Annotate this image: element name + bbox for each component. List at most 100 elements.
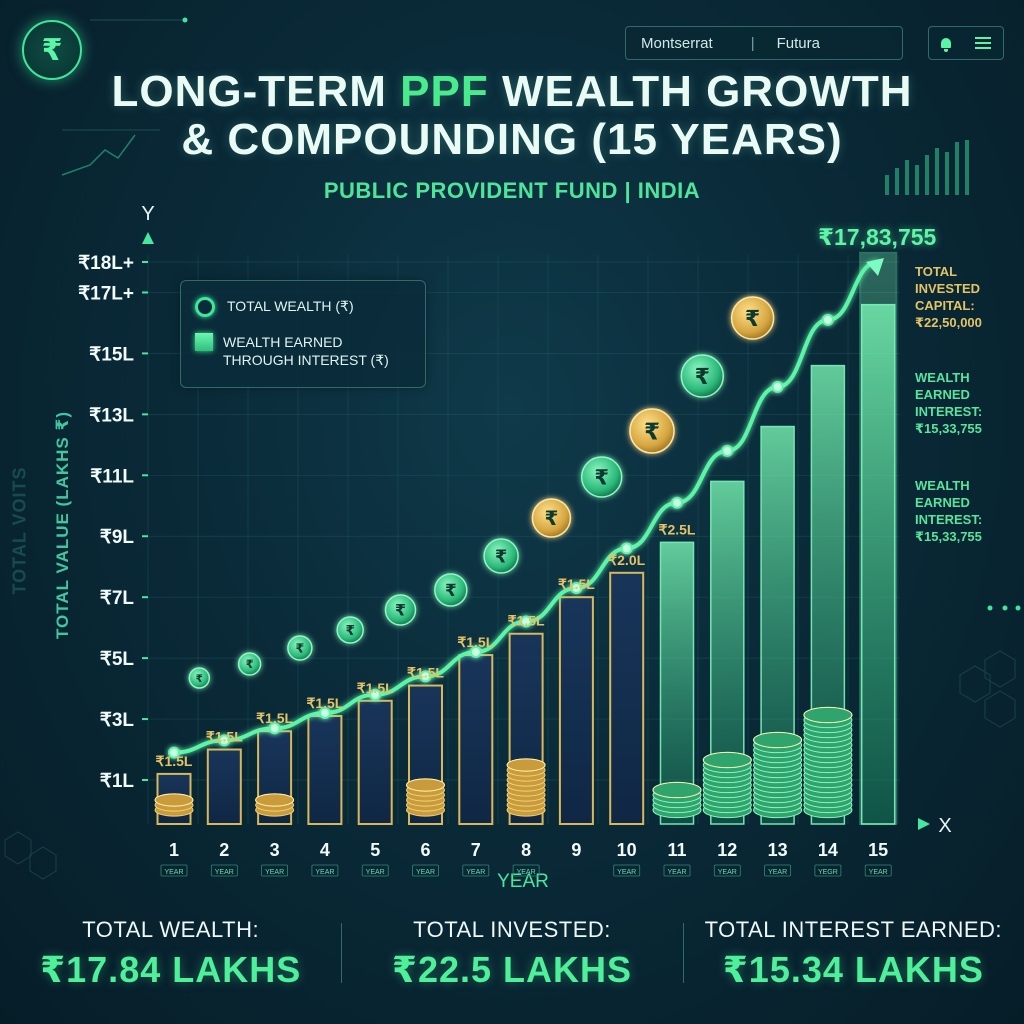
x-tick-label: 15: [868, 840, 888, 860]
year-tag-box: [764, 864, 791, 877]
total-wealth-point: [520, 615, 533, 628]
total-wealth-point: [771, 380, 784, 393]
legend-total-wealth-label: TOTAL WEALTH (₹): [227, 298, 354, 314]
bar-value-label: ₹2.0L: [608, 552, 645, 568]
interest-bar: [659, 541, 695, 825]
year-tag-label: YEAR: [718, 869, 737, 876]
x-axis-arrow-icon: [918, 818, 930, 830]
bar-value-label: ₹2.5L: [659, 521, 696, 537]
stat-total-wealth: TOTAL WEALTH: ₹17.84 LAKHS: [0, 905, 341, 1005]
interest-bar: [357, 699, 393, 826]
x-tick-label: 3: [270, 840, 280, 860]
year-tag-label: YEAR: [869, 869, 888, 876]
rupee-coin-icon: [336, 616, 364, 644]
coin-stack-top: [803, 706, 853, 724]
rupee-symbol-icon: ₹: [594, 466, 609, 490]
year-tag-box: [512, 864, 540, 877]
x-tick-label: 7: [471, 840, 481, 860]
rupee-symbol-icon: ₹: [544, 506, 558, 530]
y-tick-label: ₹1L: [100, 771, 135, 792]
bar-value-label: ₹1.5L: [206, 729, 243, 745]
y-axis-ghost-label: TOTAL VOITS: [9, 466, 30, 595]
legend-item-total-wealth: TOTAL WEALTH (₹): [195, 297, 354, 317]
stat-value: ₹22.5 LAKHS: [391, 949, 633, 990]
stat-value: ₹15.34 LAKHS: [722, 949, 984, 990]
page-title: LONG-TERM PPF WEALTH GROWTH & COMPOUNDIN…: [0, 68, 1024, 164]
year-tag-label: YEAR: [164, 869, 183, 876]
topbar-actions: [928, 26, 1004, 60]
rupee-symbol-icon: ₹: [345, 623, 355, 639]
title-suffix: WEALTH GROWTH: [488, 67, 913, 116]
x-tick-label: 10: [617, 840, 637, 860]
year-tag-label: YEAR: [315, 869, 334, 876]
year-tag-label: YEAR: [366, 869, 385, 876]
x-axis-letter: X: [938, 815, 951, 837]
rupee-symbol-icon: ₹: [495, 546, 507, 567]
y-tick-label: ₹13L: [89, 405, 134, 426]
stat-total-interest: TOTAL INTEREST EARNED: ₹15.34 LAKHS: [682, 905, 1024, 1005]
x-tick-label: 13: [768, 840, 788, 860]
bar-value-label: ₹1.5L: [357, 680, 394, 696]
year-tag-label: YEAR: [215, 869, 234, 876]
rupee-coin-icon: [287, 635, 313, 661]
font-selector-bar[interactable]: Montserrat | Futura: [625, 26, 903, 60]
legend-interest-label: WEALTH EARNED THROUGH INTEREST (₹): [223, 334, 389, 368]
rupee-coin-icon: [580, 456, 623, 498]
rupee-symbol-icon: ₹: [395, 601, 406, 620]
year-tag-box: [864, 864, 892, 877]
menu-icon[interactable]: [975, 37, 991, 49]
total-wealth-point: [671, 496, 683, 509]
stat-label: TOTAL INVESTED:: [413, 917, 611, 942]
y-tick-label: ₹3L: [100, 710, 135, 731]
coin-decorations: ₹ ₹ ₹ ₹ ₹ ₹ ₹ ₹ ₹ ₹ ₹ ₹: [154, 296, 853, 819]
year-tag-box: [462, 864, 490, 877]
font-option-montserrat[interactable]: Montserrat: [641, 34, 713, 52]
font-option-futura[interactable]: Futura: [776, 34, 820, 52]
year-tag-box: [713, 864, 741, 877]
x-tick-label: 12: [717, 840, 737, 860]
y-axis-label: TOTAL VALUE (LAKHS ₹): [53, 411, 72, 640]
line-arrow-icon: [866, 258, 884, 276]
coin-stack-top: [702, 751, 752, 769]
x-tick-label: 2: [219, 840, 229, 860]
year-tag-box: [814, 864, 842, 877]
bar-value-label: ₹1.5L: [156, 753, 193, 769]
bar-value-label: ₹1.5L: [407, 665, 444, 681]
chart-legend: TOTAL WEALTH (₹) WEALTH EARNED THROUGH IN…: [180, 280, 426, 388]
y-axis-arrow-icon: [142, 232, 154, 244]
rupee-coin-icon: [384, 594, 417, 626]
coin-stack-top: [255, 793, 295, 807]
font-separator: |: [750, 34, 755, 52]
year-tag-box: [663, 864, 691, 877]
year-tag-box: [261, 864, 289, 877]
stat-value: ₹17.84 LAKHS: [40, 949, 302, 990]
y-tick-label: ₹7L: [100, 588, 135, 609]
year-tag-label: YEAR: [265, 869, 284, 876]
coin-stack-top: [406, 778, 445, 792]
y-tick-label: ₹9L: [100, 527, 135, 548]
stat-total-invested: TOTAL INVESTED: ₹22.5 LAKHS: [341, 905, 682, 1005]
total-wealth-point: [469, 646, 482, 659]
total-wealth-point: [168, 746, 180, 759]
rupee-symbol-icon: ₹: [445, 580, 457, 600]
rupee-coin-icon: [434, 573, 468, 607]
interest-annotation-1: WEALTH EARNED INTEREST: ₹15,33,755: [915, 370, 983, 436]
total-wealth-point: [570, 582, 583, 595]
bar-value-label: ₹1.5L: [256, 710, 293, 726]
total-wealth-point: [369, 688, 382, 701]
page-subtitle: PUBLIC PROVIDENT FUND | INDIA: [323, 178, 701, 203]
x-tick-label: 11: [667, 840, 686, 860]
peak-value-label: ₹17,83,755: [818, 224, 937, 250]
x-tick-label: 8: [521, 840, 531, 860]
y-tick-label: ₹17L+: [78, 283, 134, 304]
rupee-logo-icon: ₹: [22, 20, 82, 80]
bar-value-labels: ₹1.5L ₹1.5L ₹1.5L ₹1.5L ₹1.5L ₹1.5L ₹1.5L ₹1.5L…: [156, 521, 696, 769]
total-wealth-point: [419, 670, 432, 683]
year-tag-label: YEGR: [818, 869, 838, 876]
year-tag-label: YEAR: [667, 869, 686, 876]
total-wealth-point: [318, 706, 331, 719]
x-tick-label: 5: [370, 840, 380, 860]
bell-icon[interactable]: [941, 38, 951, 52]
y-tick-label: ₹5L: [100, 649, 135, 670]
